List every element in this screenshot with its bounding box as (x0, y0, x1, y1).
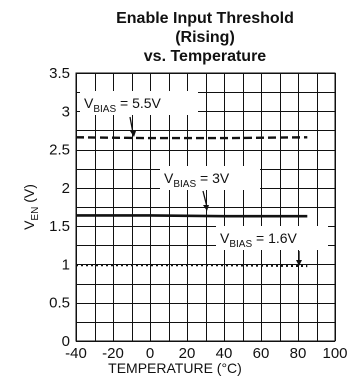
series-lines (75, 136, 308, 268)
legend-annotations: VBIAS = 5.5V VBIAS = 3V VBIAS = 1.6V (80, 91, 328, 266)
chart-title: Enable Input Threshold (Rising) vs. Temp… (116, 10, 294, 65)
x-tick-label: 60 (253, 345, 270, 362)
x-tick-label: 40 (216, 345, 233, 362)
annotation-arrowhead (296, 260, 302, 266)
x-tick-label: -20 (102, 345, 124, 362)
ann-rest: = 3V (196, 170, 230, 186)
annotation-text: VBIAS = 5.5V (84, 95, 162, 115)
x-tick-labels: -40 -20 0 20 40 60 80 100 (65, 345, 347, 362)
x-tick-label: 0 (146, 345, 154, 362)
annotation-text: VBIAS = 3V (164, 170, 230, 190)
y-tick-labels: 0 0.5 1 1.5 2 2.5 3 3.5 (49, 65, 70, 350)
ann-rest: = 1.6V (252, 230, 297, 246)
annotation-leader (202, 190, 208, 208)
y-tick-label: 2.5 (49, 142, 70, 159)
annotation-vbias-5v5: VBIAS = 5.5V (80, 91, 198, 137)
ann-sub: BIAS (229, 239, 252, 250)
title-line-2: (Rising) (175, 29, 235, 46)
series-line-2 (76, 214, 308, 218)
annotation-vbias-3v: VBIAS = 3V (160, 166, 260, 211)
plot-frame (75, 72, 336, 342)
x-tick-label: 80 (290, 345, 307, 362)
series-line-3 (76, 264, 308, 268)
annotation-arrowhead (130, 131, 136, 137)
y-axis-label-unit: (V) (21, 184, 37, 207)
title-line-3: vs. Temperature (144, 48, 267, 65)
x-tick-label: -40 (65, 345, 87, 362)
y-axis-label-sub: EN (30, 207, 41, 221)
ann-main: V (164, 170, 174, 186)
x-tick-label: 100 (322, 345, 347, 362)
annotation-vbias-1v6: VBIAS = 1.6V (216, 226, 328, 266)
series-line-1 (75, 136, 308, 140)
y-tick-label: 0 (62, 333, 70, 350)
y-tick-label: 3.5 (49, 65, 70, 82)
annotation-bg (160, 166, 260, 190)
annotation-arrowhead (203, 205, 209, 211)
annotation-bg (216, 226, 328, 250)
y-tick-label: 0.5 (49, 295, 70, 312)
ann-main: V (220, 230, 230, 246)
annotation-text: VBIAS = 1.6V (220, 230, 298, 250)
annotation-bg (80, 91, 198, 115)
title-line-1: Enable Input Threshold (116, 10, 294, 27)
ann-main: V (84, 95, 94, 111)
ann-sub: BIAS (93, 104, 116, 115)
x-axis-label: TEMPERATURE (°C) (108, 360, 242, 376)
annotation-leader (129, 116, 134, 134)
ann-sub: BIAS (173, 179, 196, 190)
y-tick-label: 3 (62, 103, 70, 120)
ann-rest: = 5.5V (116, 95, 161, 111)
y-tick-label: 1 (62, 256, 70, 273)
y-axis-label: VEN (V) (21, 184, 41, 230)
y-tick-label: 1.5 (49, 218, 70, 235)
x-tick-label: 20 (179, 345, 196, 362)
y-axis-label-main: V (21, 220, 37, 230)
y-tick-label: 2 (62, 180, 70, 197)
